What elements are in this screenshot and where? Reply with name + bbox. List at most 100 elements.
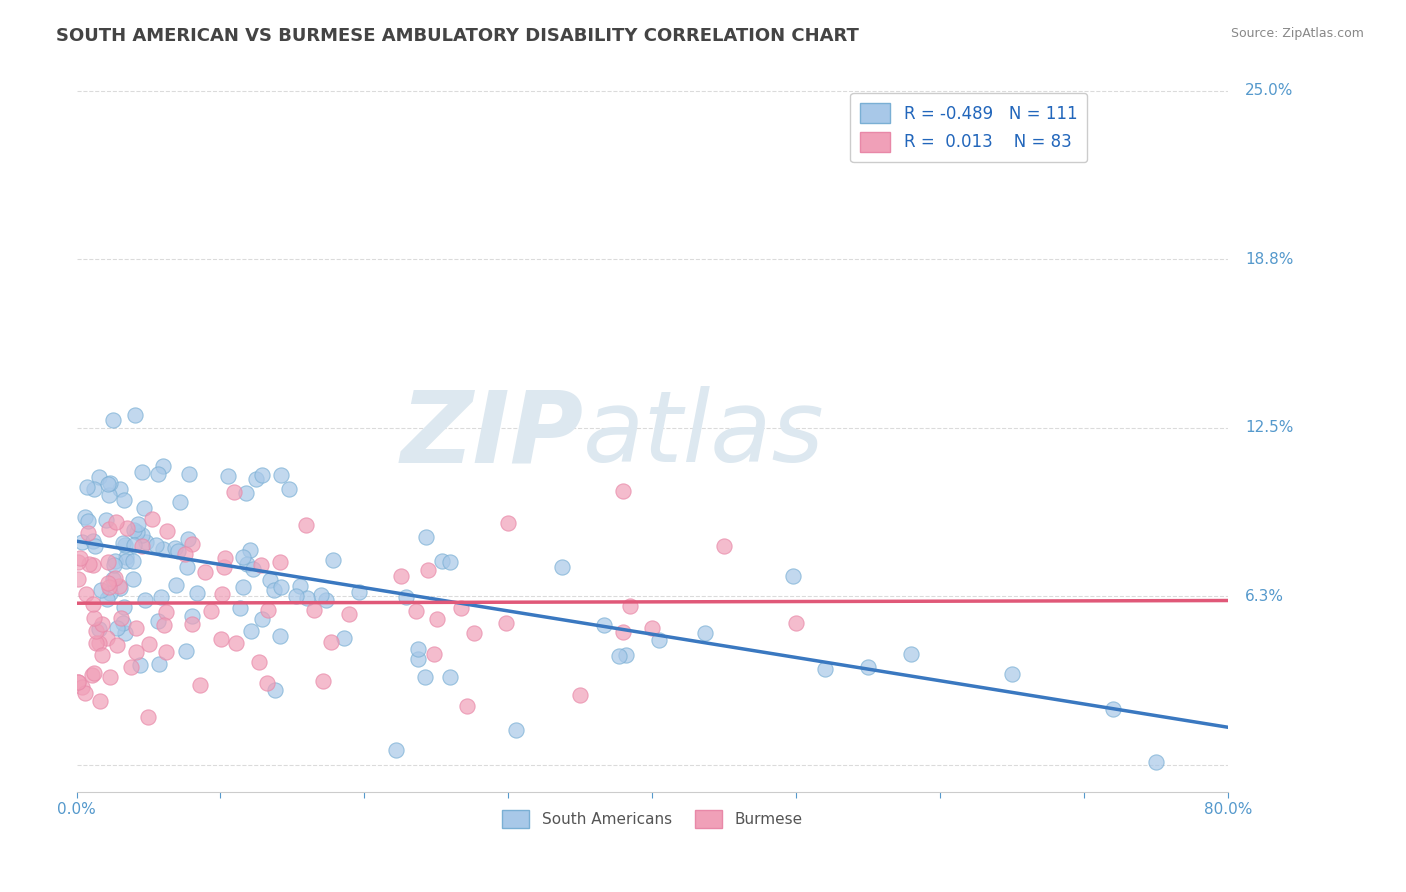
Point [569, 688, 592, 702]
Point [614, 648, 637, 662]
Text: 18.8%: 18.8% [1246, 252, 1294, 267]
Point [83, 666, 105, 681]
Point [186, 586, 208, 600]
Point [131, 528, 153, 542]
Point [209, 632, 232, 646]
Point [70, 681, 93, 695]
Point [111, 615, 134, 630]
Point [122, 573, 145, 587]
Point [125, 621, 148, 635]
Point [124, 408, 146, 422]
Point [426, 612, 449, 626]
Point [89, 694, 111, 708]
Point [112, 536, 135, 550]
Point [67, 555, 90, 569]
Point [114, 626, 136, 640]
Point [177, 533, 200, 547]
Point [84, 624, 107, 638]
Point [98, 580, 121, 594]
Point [138, 710, 160, 724]
Point [97, 477, 120, 491]
Point [83, 482, 105, 496]
Point [423, 647, 446, 661]
Point [77, 526, 100, 541]
Point [270, 580, 292, 594]
Point [498, 516, 520, 530]
Point [169, 495, 191, 509]
Point [214, 551, 236, 566]
Point [1101, 702, 1123, 716]
Point [315, 593, 337, 607]
Point [693, 625, 716, 640]
Point [432, 554, 454, 568]
Point [211, 587, 233, 601]
Point [269, 555, 291, 569]
Point [87, 636, 110, 650]
Point [782, 569, 804, 583]
Point [900, 647, 922, 661]
Point [98, 670, 121, 684]
Point [236, 557, 259, 571]
Point [96, 591, 118, 606]
Point [277, 482, 299, 496]
Point [235, 486, 257, 500]
Point [127, 517, 149, 532]
Point [269, 629, 291, 643]
Point [173, 547, 195, 561]
Text: Source: ZipAtlas.com: Source: ZipAtlas.com [1230, 27, 1364, 40]
Point [405, 604, 427, 618]
Point [242, 562, 264, 576]
Point [131, 466, 153, 480]
Point [612, 484, 634, 499]
Point [165, 578, 187, 592]
Point [385, 743, 408, 757]
Point [110, 581, 132, 595]
Point [240, 624, 263, 638]
Point [105, 638, 128, 652]
Point [76, 480, 98, 494]
Point [121, 660, 143, 674]
Point [176, 560, 198, 574]
Point [114, 554, 136, 568]
Point [856, 660, 879, 674]
Point [76, 514, 98, 528]
Point [108, 482, 131, 496]
Point [322, 553, 344, 567]
Point [231, 549, 253, 564]
Point [389, 569, 412, 583]
Point [259, 574, 281, 588]
Point [456, 699, 478, 714]
Point [505, 723, 527, 737]
Text: SOUTH AMERICAN VS BURMESE AMBULATORY DISABILITY CORRELATION CHART: SOUTH AMERICAN VS BURMESE AMBULATORY DIS… [56, 27, 859, 45]
Point [105, 621, 128, 635]
Point [450, 601, 472, 615]
Point [91, 617, 114, 632]
Point [250, 467, 273, 482]
Point [415, 670, 437, 684]
Point [284, 589, 307, 603]
Point [312, 674, 335, 689]
Point [194, 565, 217, 579]
Point [337, 607, 360, 621]
Point [114, 538, 136, 552]
Point [152, 541, 174, 556]
Point [294, 517, 316, 532]
Point [138, 636, 160, 650]
Point [256, 603, 278, 617]
Point [83, 611, 105, 625]
Point [302, 603, 325, 617]
Point [176, 644, 198, 658]
Point [333, 631, 356, 645]
Point [165, 541, 187, 555]
Point [82, 534, 104, 549]
Point [463, 626, 485, 640]
Point [155, 605, 177, 619]
Point [128, 657, 150, 672]
Point [415, 530, 437, 544]
Point [406, 651, 429, 665]
Point [214, 559, 236, 574]
Text: ZIP: ZIP [401, 386, 583, 483]
Point [311, 588, 333, 602]
Point [82, 558, 104, 573]
Point [125, 525, 148, 540]
